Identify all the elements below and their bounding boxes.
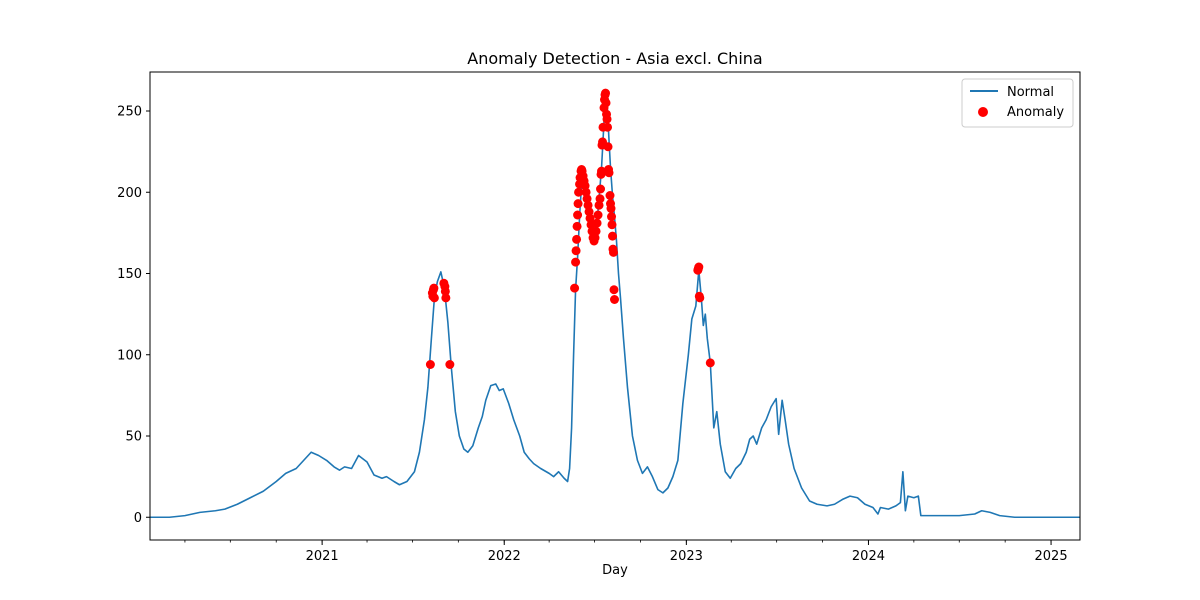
legend-anomaly-swatch <box>978 107 988 117</box>
y-tick-label: 0 <box>134 511 142 526</box>
anomaly-point <box>695 293 705 303</box>
anomaly-point <box>694 262 704 272</box>
anomaly-point <box>591 226 601 236</box>
axes: 0 50 100 150 200 250 2021 2022 2023 2024 2025 <box>117 105 1067 565</box>
anomaly-point <box>593 210 603 220</box>
anomaly-point <box>606 204 616 213</box>
chart-title: Anomaly Detection - Asia excl. China <box>467 49 762 68</box>
anomaly-point <box>429 293 439 303</box>
y-tick-label: 150 <box>117 267 142 282</box>
anomaly-point <box>610 295 619 304</box>
anomaly-point <box>573 199 583 209</box>
anomaly-point <box>603 122 613 132</box>
y-tick-label: 200 <box>117 186 142 201</box>
anomaly-point <box>441 293 451 303</box>
anomaly-point <box>609 247 618 257</box>
anomaly-point <box>601 98 611 108</box>
anomaly-point <box>440 286 450 296</box>
anomaly-point <box>608 231 618 241</box>
x-tick-label: 2024 <box>852 549 885 564</box>
y-tick-label: 100 <box>117 348 142 363</box>
anomaly-point <box>571 246 581 256</box>
x-tick-label: 2021 <box>306 549 339 564</box>
anomaly-point <box>572 221 582 231</box>
legend: Normal Anomaly <box>961 78 1074 128</box>
anomaly-point <box>609 285 619 295</box>
anomaly-point <box>603 142 613 152</box>
x-axis-label: Day <box>602 563 628 578</box>
anomaly-point <box>592 218 602 228</box>
anomaly-point <box>605 191 615 200</box>
plot-frame <box>149 71 1081 541</box>
anomaly-point <box>571 257 581 267</box>
anomaly-point <box>595 194 605 204</box>
anomaly-point <box>572 234 582 244</box>
anomaly-point <box>607 212 617 222</box>
anomaly-point <box>604 168 614 178</box>
anomaly-point <box>573 210 583 220</box>
anomaly-point <box>597 166 607 176</box>
anomaly-point <box>607 220 617 230</box>
anomaly-point <box>570 283 580 293</box>
anomaly-point <box>425 360 435 369</box>
x-tick-label: 2025 <box>1035 549 1068 564</box>
x-tick-label: 2022 <box>488 549 521 564</box>
anomaly-point <box>705 358 715 368</box>
y-tick-label: 50 <box>125 430 142 445</box>
anomaly-point <box>445 360 455 369</box>
legend-anomaly-label: Anomaly <box>1007 105 1064 120</box>
anomaly-point <box>429 283 439 293</box>
x-tick-label: 2023 <box>670 549 703 564</box>
anomaly-point <box>596 184 606 194</box>
anomaly-point <box>574 187 584 197</box>
anomaly-point <box>602 114 612 124</box>
plot-area <box>150 88 1080 519</box>
anomaly-point <box>601 88 611 98</box>
y-tick-label: 250 <box>117 105 142 120</box>
legend-normal-label: Normal <box>1007 85 1054 100</box>
